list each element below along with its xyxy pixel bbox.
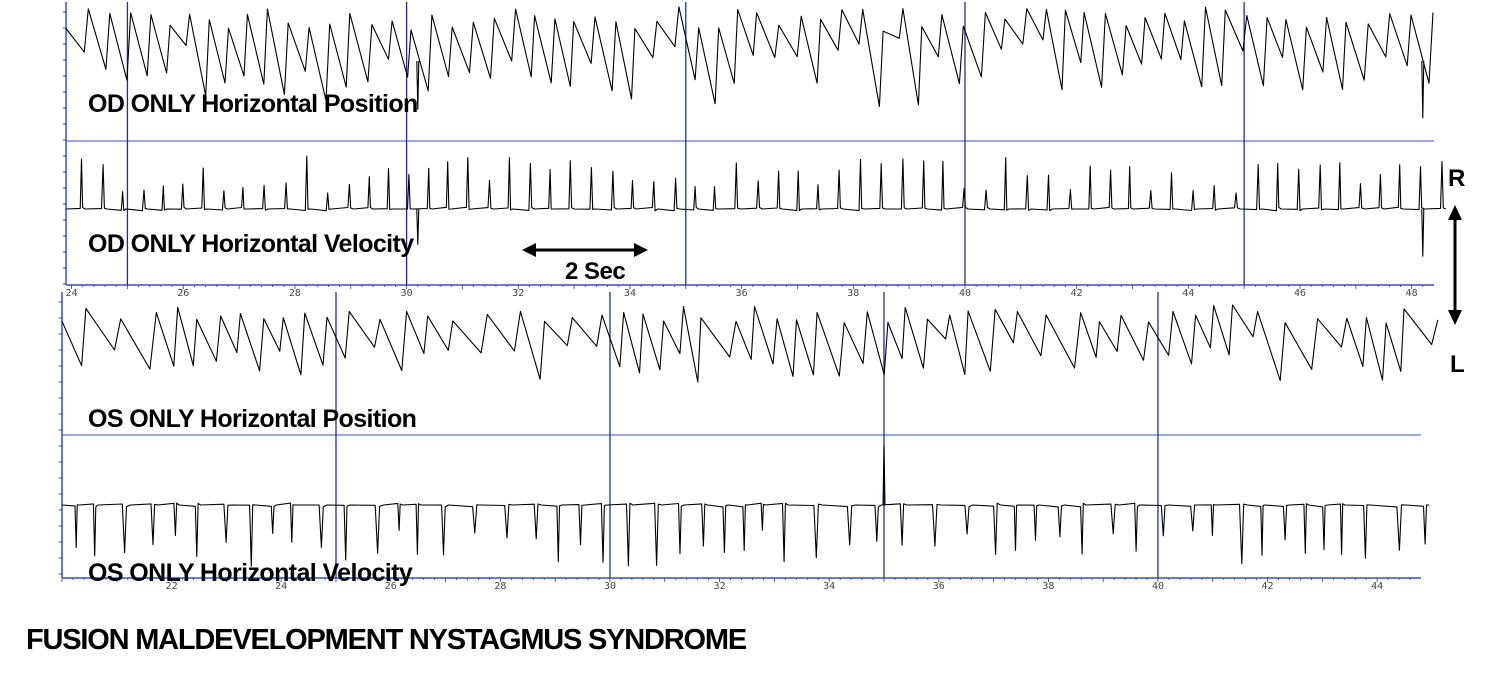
time-scale-label: 2 Sec bbox=[565, 258, 625, 285]
direction-indicator: R L bbox=[1448, 165, 1465, 378]
od-tick-label: 44 bbox=[1182, 288, 1194, 299]
os-trace-position bbox=[61, 304, 1439, 383]
os-panel-frame bbox=[59, 292, 1421, 579]
os-tick-label: 30 bbox=[604, 581, 616, 592]
os-tick-label: 42 bbox=[1262, 581, 1274, 592]
os-velocity-label: OS ONLY Horizontal Velocity bbox=[88, 559, 413, 587]
od-tick-label: 28 bbox=[289, 288, 301, 299]
os-tick-label: 34 bbox=[823, 581, 835, 592]
page-title: FUSION MALDEVELOPMENT NYSTAGMUS SYNDROME bbox=[26, 624, 747, 656]
direction-left-label: L bbox=[1450, 351, 1465, 378]
od-tick-label: 24 bbox=[66, 288, 78, 299]
os-time-axis: 22 24 26 28 30 32 34 36 38 40 42 44 bbox=[61, 578, 1411, 592]
od-tick-label: 34 bbox=[624, 288, 636, 299]
od-position-label: OD ONLY Horizontal Position bbox=[88, 90, 418, 118]
direction-right-label: R bbox=[1448, 165, 1465, 192]
od-trace-velocity bbox=[65, 155, 1447, 257]
os-position-label: OS ONLY Horizontal Position bbox=[88, 405, 416, 433]
os-tick-label: 36 bbox=[933, 581, 945, 592]
os-tick-label: 24 bbox=[275, 581, 287, 592]
od-gridlines bbox=[126, 2, 1245, 285]
od-time-axis: 24 26 28 30 32 34 36 38 40 42 44 46 48 bbox=[66, 285, 1424, 299]
od-panel-frame bbox=[63, 2, 1434, 286]
od-tick-label: 26 bbox=[177, 288, 189, 299]
od-panel: 24 26 28 30 32 34 36 38 40 42 44 46 48 OD ONLY Horiz… bbox=[63, 2, 1447, 299]
od-traces bbox=[65, 6, 1447, 257]
os-panel: 22 24 26 28 30 32 34 36 38 40 42 44 OS ONLY Horizon… bbox=[59, 292, 1439, 592]
od-trace-position bbox=[65, 6, 1434, 119]
os-tick-label: 28 bbox=[494, 581, 506, 592]
od-tick-label: 40 bbox=[959, 288, 971, 299]
os-tick-label: 38 bbox=[1042, 581, 1054, 592]
time-scale-arrow-left-icon bbox=[522, 243, 536, 257]
od-tick-label: 42 bbox=[1071, 288, 1083, 299]
os-traces bbox=[61, 304, 1439, 567]
od-tick-label: 48 bbox=[1406, 288, 1418, 299]
os-tick-label: 22 bbox=[166, 581, 178, 592]
os-tick-label: 26 bbox=[385, 581, 397, 592]
time-scale-bar: 2 Sec bbox=[522, 243, 648, 285]
od-velocity-label: OD ONLY Horizontal Velocity bbox=[88, 230, 414, 258]
os-tick-label: 44 bbox=[1371, 581, 1383, 592]
direction-arrow-down-icon bbox=[1448, 310, 1462, 325]
od-tick-label: 32 bbox=[512, 288, 524, 299]
od-tick-label: 46 bbox=[1294, 288, 1306, 299]
os-tick-label: 32 bbox=[714, 581, 726, 592]
time-scale-arrow-right-icon bbox=[634, 243, 648, 257]
od-tick-label: 30 bbox=[401, 288, 413, 299]
od-tick-label: 36 bbox=[736, 288, 748, 299]
direction-arrow-up-icon bbox=[1448, 205, 1462, 220]
os-tick-label: 40 bbox=[1152, 581, 1164, 592]
os-trace-velocity bbox=[61, 445, 1430, 567]
od-tick-label: 38 bbox=[847, 288, 859, 299]
